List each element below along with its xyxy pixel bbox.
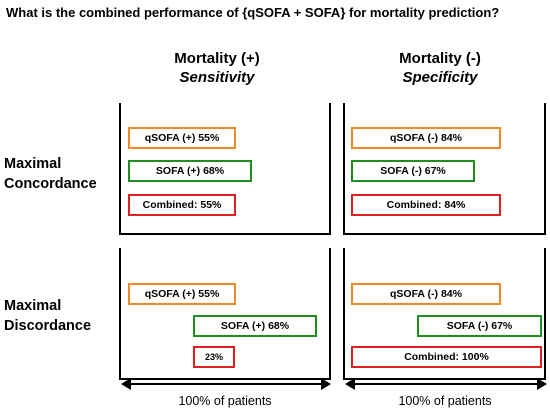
arrow-right-icon: [321, 378, 331, 390]
row-label-line: Discordance: [4, 318, 92, 334]
row-label-line: Concordance: [4, 176, 97, 192]
bar-sofa-positive: SOFA (+) 68%: [193, 315, 317, 337]
bar-qsofa-negative: qSOFA (-) 84%: [351, 127, 501, 149]
axis-line: [353, 383, 539, 385]
column-header-sensitivity: Mortality (+) Sensitivity: [117, 49, 317, 87]
bar-qsofa-positive: qSOFA (+) 55%: [128, 283, 236, 305]
axis-line: [129, 383, 323, 385]
bar-sofa-negative: SOFA (-) 67%: [351, 160, 475, 182]
bar-combined-positive: Combined: 55%: [128, 194, 236, 216]
row-label-discordance: Maximal Discordance: [4, 296, 91, 336]
bar-qsofa-negative: qSOFA (-) 84%: [351, 283, 501, 305]
row-label-line: Maximal: [4, 156, 62, 172]
arrow-left-icon: [345, 378, 355, 390]
column-header-specificity: Mortality (-) Specificity: [340, 49, 540, 87]
bar-combined-negative: Combined: 100%: [351, 346, 542, 368]
panel-discordance-sensitivity: [119, 248, 331, 380]
panel-concordance-sensitivity: [119, 103, 331, 235]
column-subtitle: Specificity: [402, 69, 478, 86]
column-subtitle: Sensitivity: [179, 69, 255, 86]
axis-label: 100% of patients: [398, 394, 492, 408]
column-title: Mortality (+): [174, 50, 260, 67]
column-title: Mortality (-): [399, 50, 481, 67]
bar-sofa-positive: SOFA (+) 68%: [128, 160, 252, 182]
bar-qsofa-positive: qSOFA (+) 55%: [128, 127, 236, 149]
row-label-line: Maximal: [4, 298, 62, 314]
panel-discordance-specificity: [343, 248, 546, 380]
bar-sofa-negative: SOFA (-) 67%: [417, 315, 542, 337]
bar-combined-negative: Combined: 84%: [351, 194, 501, 216]
arrow-right-icon: [537, 378, 547, 390]
row-label-concordance: Maximal Concordance: [4, 154, 97, 194]
panel-concordance-specificity: [343, 103, 546, 235]
question-title: What is the combined performance of {qSO…: [6, 5, 500, 20]
axis-label: 100% of patients: [178, 394, 272, 408]
bar-combined-positive: 23%: [193, 346, 235, 368]
arrow-left-icon: [121, 378, 131, 390]
